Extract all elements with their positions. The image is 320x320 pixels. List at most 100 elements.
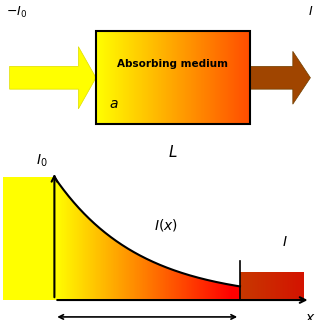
Bar bbox=[91, 220, 92, 300]
Bar bbox=[97, 226, 98, 300]
Bar bbox=[116, 241, 117, 300]
Bar bbox=[228, 31, 230, 124]
Bar bbox=[101, 229, 102, 300]
Bar bbox=[104, 31, 105, 124]
Bar bbox=[215, 282, 216, 300]
Bar bbox=[111, 31, 113, 124]
Bar bbox=[163, 266, 164, 300]
Bar bbox=[222, 31, 223, 124]
Bar bbox=[30, 177, 33, 300]
Bar bbox=[168, 268, 169, 300]
Bar bbox=[114, 31, 115, 124]
Bar bbox=[170, 268, 171, 300]
Bar bbox=[278, 272, 279, 300]
Bar bbox=[129, 31, 130, 124]
Bar bbox=[135, 253, 136, 300]
Bar bbox=[89, 219, 90, 300]
Bar bbox=[74, 202, 75, 300]
Bar bbox=[185, 31, 186, 124]
Bar bbox=[184, 274, 185, 300]
Bar bbox=[72, 201, 73, 300]
Bar bbox=[59, 184, 60, 300]
Bar bbox=[150, 260, 151, 300]
Bar bbox=[110, 31, 111, 124]
Bar bbox=[49, 177, 52, 300]
Bar bbox=[163, 31, 164, 124]
Bar bbox=[146, 31, 147, 124]
Bar bbox=[148, 260, 149, 300]
Bar bbox=[276, 272, 277, 300]
Bar bbox=[159, 31, 160, 124]
Bar bbox=[199, 278, 200, 300]
Bar bbox=[131, 31, 132, 124]
Bar bbox=[179, 272, 180, 300]
Bar bbox=[186, 31, 187, 124]
Bar bbox=[125, 247, 126, 300]
Bar bbox=[218, 283, 219, 300]
Bar bbox=[227, 284, 228, 300]
Bar bbox=[225, 31, 226, 124]
Bar bbox=[139, 31, 140, 124]
Bar bbox=[179, 31, 180, 124]
Bar bbox=[139, 31, 140, 124]
Bar bbox=[180, 31, 182, 124]
Bar bbox=[99, 31, 100, 124]
Bar bbox=[139, 255, 140, 300]
Bar bbox=[219, 31, 220, 124]
Bar bbox=[132, 31, 133, 124]
Bar bbox=[155, 263, 156, 300]
Bar bbox=[157, 31, 159, 124]
Bar bbox=[230, 31, 231, 124]
Bar bbox=[119, 243, 120, 300]
Bar bbox=[140, 255, 141, 300]
Bar bbox=[147, 31, 148, 124]
Bar bbox=[204, 31, 205, 124]
Bar bbox=[213, 281, 214, 300]
Bar bbox=[206, 280, 207, 300]
Bar bbox=[167, 31, 168, 124]
Bar bbox=[101, 230, 102, 300]
Bar bbox=[217, 31, 218, 124]
Bar bbox=[249, 272, 250, 300]
Bar bbox=[210, 31, 211, 124]
Bar bbox=[186, 274, 187, 300]
Bar bbox=[93, 222, 94, 300]
Bar bbox=[204, 31, 206, 124]
Bar bbox=[192, 31, 193, 124]
Bar bbox=[266, 272, 267, 300]
Bar bbox=[103, 31, 104, 124]
Bar bbox=[297, 272, 298, 300]
Bar bbox=[245, 31, 246, 124]
Bar bbox=[88, 217, 89, 300]
Bar bbox=[272, 272, 273, 300]
Bar bbox=[280, 272, 281, 300]
Bar bbox=[191, 276, 192, 300]
Bar bbox=[239, 31, 241, 124]
Bar bbox=[296, 272, 297, 300]
Bar bbox=[174, 31, 175, 124]
Bar bbox=[79, 208, 80, 300]
Bar bbox=[139, 255, 140, 300]
Bar bbox=[274, 272, 275, 300]
Bar bbox=[167, 268, 168, 300]
Bar bbox=[145, 31, 146, 124]
Bar bbox=[177, 31, 178, 124]
Bar bbox=[44, 177, 46, 300]
Bar bbox=[216, 31, 217, 124]
Bar bbox=[135, 31, 136, 124]
Bar bbox=[208, 280, 209, 300]
Bar bbox=[187, 31, 188, 124]
Bar bbox=[236, 31, 237, 124]
Bar bbox=[287, 272, 288, 300]
Bar bbox=[246, 272, 247, 300]
Bar bbox=[205, 31, 207, 124]
Bar bbox=[244, 272, 245, 300]
Bar bbox=[178, 271, 179, 300]
Bar bbox=[237, 31, 238, 124]
Bar bbox=[197, 31, 198, 124]
Bar bbox=[173, 31, 174, 124]
Bar bbox=[207, 31, 208, 124]
Bar bbox=[74, 203, 75, 300]
Bar bbox=[250, 272, 251, 300]
Bar bbox=[239, 31, 240, 124]
